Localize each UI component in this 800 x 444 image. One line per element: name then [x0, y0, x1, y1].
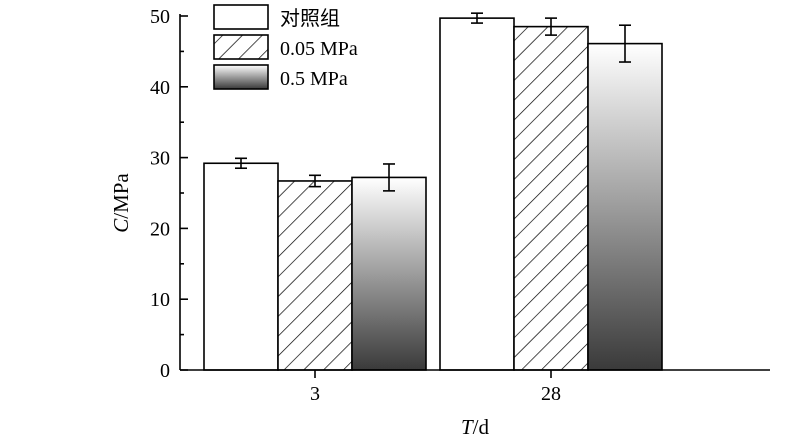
- x-ticks: 3 28: [310, 370, 561, 405]
- y-tick-label: 20: [150, 218, 170, 240]
- x-axis-label-var: T: [461, 415, 474, 439]
- x-tick-label: 28: [541, 383, 561, 405]
- x-axis-label: T/d: [461, 415, 490, 439]
- legend-label-05mpa: 0.5 MPa: [280, 68, 348, 90]
- plot-area: [203, 12, 663, 371]
- y-ticks: 0 10 20 30 40 50: [150, 6, 188, 382]
- y-tick-label: 50: [150, 6, 170, 28]
- legend-swatch-005mpa: [213, 34, 269, 60]
- legend-swatch-05mpa: [213, 64, 269, 90]
- y-axis-label-var: C: [109, 218, 133, 233]
- legend: 对照组 0.05 MPa 0.5 MPa: [213, 4, 358, 90]
- bar: [439, 17, 515, 371]
- y-axis-label: C/MPa: [109, 173, 133, 233]
- bar: [587, 42, 663, 371]
- x-tick-label: 3: [310, 383, 320, 405]
- bar: [203, 162, 279, 371]
- y-tick-label: 40: [150, 77, 170, 99]
- legend-label-005mpa: 0.05 MPa: [280, 38, 358, 60]
- bar: [277, 180, 353, 371]
- legend-label-control: 对照组: [280, 7, 340, 30]
- x-axis-label-unit: /d: [473, 415, 490, 439]
- bar: [513, 25, 589, 371]
- y-tick-label: 10: [150, 289, 170, 311]
- y-axis-label-unit: /MPa: [109, 173, 133, 219]
- legend-swatch-control: [213, 4, 269, 30]
- y-tick-label: 0: [160, 360, 170, 382]
- y-tick-label: 30: [150, 148, 170, 170]
- bar: [351, 176, 427, 371]
